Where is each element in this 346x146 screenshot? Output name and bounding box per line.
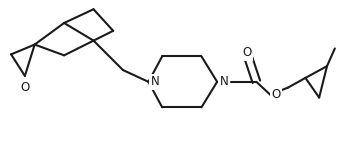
Text: N: N xyxy=(220,75,228,88)
Text: O: O xyxy=(242,46,251,59)
Text: O: O xyxy=(20,81,29,94)
Text: O: O xyxy=(271,88,281,101)
Text: N: N xyxy=(151,75,160,88)
